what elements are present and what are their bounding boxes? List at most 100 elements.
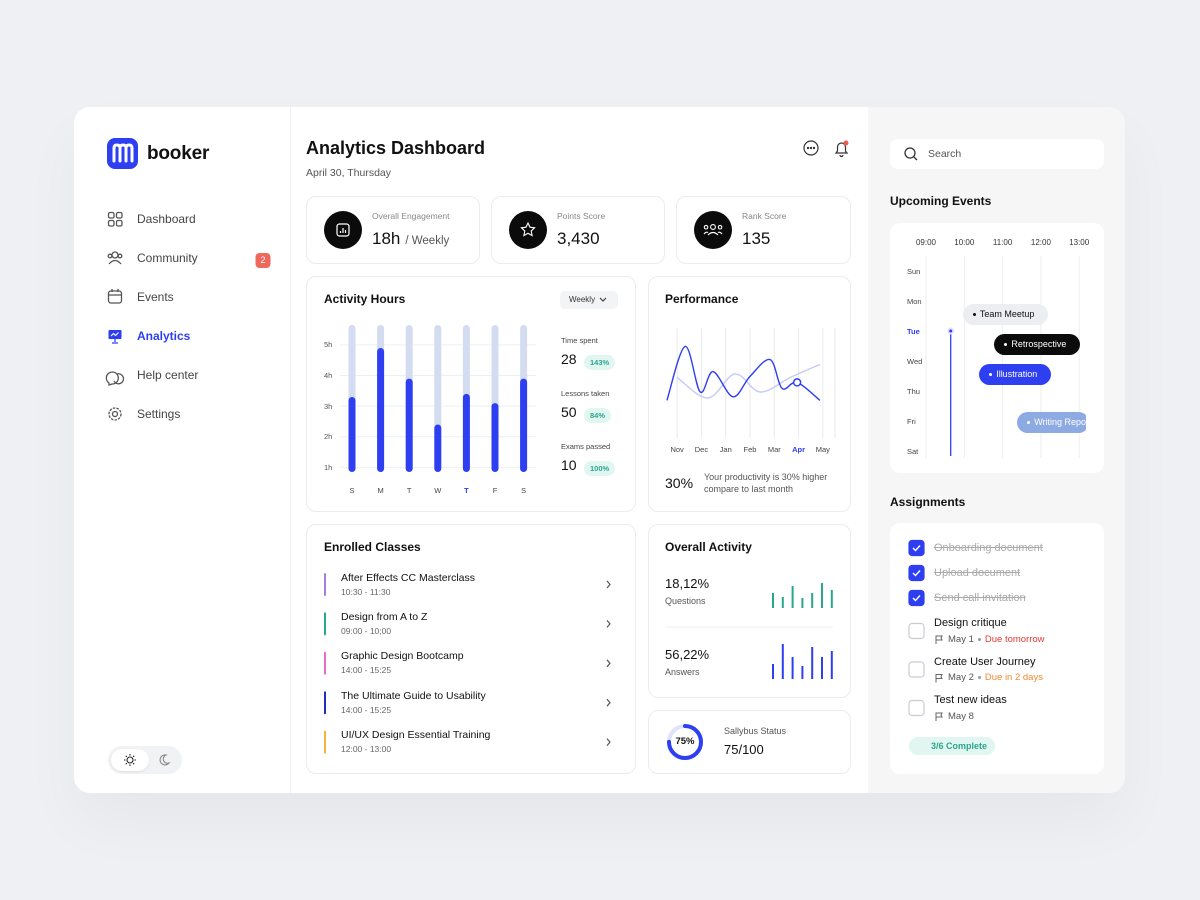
metric-label: Answers — [665, 666, 700, 677]
flag-icon — [935, 712, 943, 721]
x-tick-label: Feb — [743, 444, 757, 454]
y-tick-label: 5h — [324, 340, 333, 350]
mini-bar — [772, 664, 774, 679]
mini-bar — [821, 657, 823, 679]
x-tick-label: T — [406, 485, 412, 495]
nav-icon-active — [108, 330, 122, 344]
stat-value: 3,430 — [557, 228, 600, 248]
checkmark — [912, 570, 921, 577]
classes-card — [306, 524, 636, 774]
y-tick-label: 1h — [324, 462, 333, 472]
dropdown-label[interactable]: Weekly — [569, 295, 596, 304]
day-label: Thu — [907, 386, 920, 396]
theme-light[interactable] — [111, 749, 149, 771]
card-title: Activity Hours — [324, 291, 406, 306]
x-tick-label: Apr — [792, 444, 806, 454]
class-color — [324, 651, 326, 675]
complete-badge: 3/6 Complete — [909, 737, 996, 755]
theme-icons — [124, 754, 171, 766]
event-pill[interactable]: Team Meetup — [962, 303, 1048, 325]
checkbox[interactable] — [908, 622, 925, 640]
x-tick-label: F — [492, 485, 498, 495]
nav-item[interactable]: Help center — [137, 367, 199, 382]
activity-card — [306, 276, 636, 512]
x-tick-label: T — [464, 485, 469, 495]
assignment-date: May 1 — [948, 633, 974, 645]
class-color — [324, 691, 326, 715]
summary-value: 10 — [561, 457, 577, 473]
section-title: Assignments — [890, 494, 966, 509]
nav-item[interactable]: Dashboard — [137, 211, 196, 226]
class-color — [324, 730, 326, 754]
nav-icons — [105, 211, 125, 421]
notification-dot — [843, 140, 849, 146]
bar — [491, 403, 499, 472]
time-label: 11:00 — [992, 238, 1013, 247]
y-tick-label: 2h — [324, 432, 333, 442]
checkbox[interactable] — [908, 539, 925, 557]
assignment-name: Test new ideas — [934, 694, 1007, 706]
nav-item[interactable]: Analytics — [137, 328, 191, 343]
page-title: Analytics Dashboard — [306, 137, 486, 158]
day-label: Fri — [907, 416, 916, 426]
metric-value: 56,22% — [665, 647, 710, 662]
class-name: After Effects CC Masterclass — [341, 571, 476, 584]
time-label: 13:00 — [1069, 238, 1090, 247]
x-tick-label: S — [521, 485, 527, 495]
nav-item[interactable]: Community — [137, 250, 198, 265]
now-dot — [947, 327, 955, 335]
day-label: Sat — [907, 446, 919, 456]
summary-label: Time spent — [561, 335, 598, 345]
time-label: 09:00 — [915, 238, 937, 247]
brand: booker — [147, 143, 210, 164]
separator — [977, 676, 981, 679]
line-series — [666, 345, 821, 401]
checkbox[interactable] — [908, 699, 925, 717]
assignment-name: Design critique — [934, 617, 1007, 629]
stat-unit: / Weekly — [405, 234, 450, 247]
summary-value: 50 — [561, 404, 577, 420]
mini-bar — [791, 586, 794, 608]
nav-item[interactable]: Events — [137, 289, 174, 304]
x-tick-label: S — [349, 485, 355, 495]
dropdown[interactable] — [560, 291, 618, 309]
header-icons[interactable] — [803, 140, 849, 158]
line-series — [676, 363, 821, 399]
checkbox[interactable] — [908, 589, 925, 607]
chevron — [606, 620, 611, 628]
x-tick-label: Mar — [767, 444, 781, 454]
performance-text: Your productivity is 30% higher compare … — [704, 472, 828, 494]
event-pill[interactable]: Illustration — [979, 363, 1052, 385]
checkbox[interactable] — [908, 564, 925, 582]
nav-item[interactable]: Settings — [137, 406, 181, 421]
overall-card — [648, 524, 851, 698]
class-name: Graphic Design Bootcamp — [341, 650, 464, 663]
x-tick-label: W — [434, 485, 442, 495]
event-pill[interactable]: Writing Report — [1017, 411, 1086, 433]
class-color — [324, 573, 326, 596]
line-marker — [792, 378, 802, 387]
checkbox[interactable] — [908, 661, 925, 678]
summary-change: 84% — [584, 407, 612, 423]
event-pill[interactable]: Retrospective — [994, 333, 1080, 355]
x-tick-label: M — [377, 485, 384, 495]
logo-mark — [112, 143, 134, 163]
card-title: Enrolled Classes — [324, 539, 421, 554]
mini-bar — [801, 666, 804, 679]
summary-label: Exams passed — [561, 441, 611, 451]
metric-label: Questions — [665, 595, 706, 606]
flag-icon — [935, 635, 943, 644]
events-clip: Team Meetup Retrospective Illustration Writ… — [890, 223, 1086, 473]
x-tick-label: May — [815, 444, 830, 454]
bar — [405, 378, 413, 472]
donut-label: 75% — [675, 736, 695, 747]
page-date: April 30, Thursday — [306, 166, 392, 179]
separator — [977, 637, 981, 641]
assignments-card — [890, 523, 1104, 774]
mini-bar — [821, 583, 823, 608]
search-box[interactable] — [890, 139, 1104, 169]
class-time: 12:00 - 13:00 — [341, 744, 392, 755]
mini-bar — [791, 657, 794, 679]
